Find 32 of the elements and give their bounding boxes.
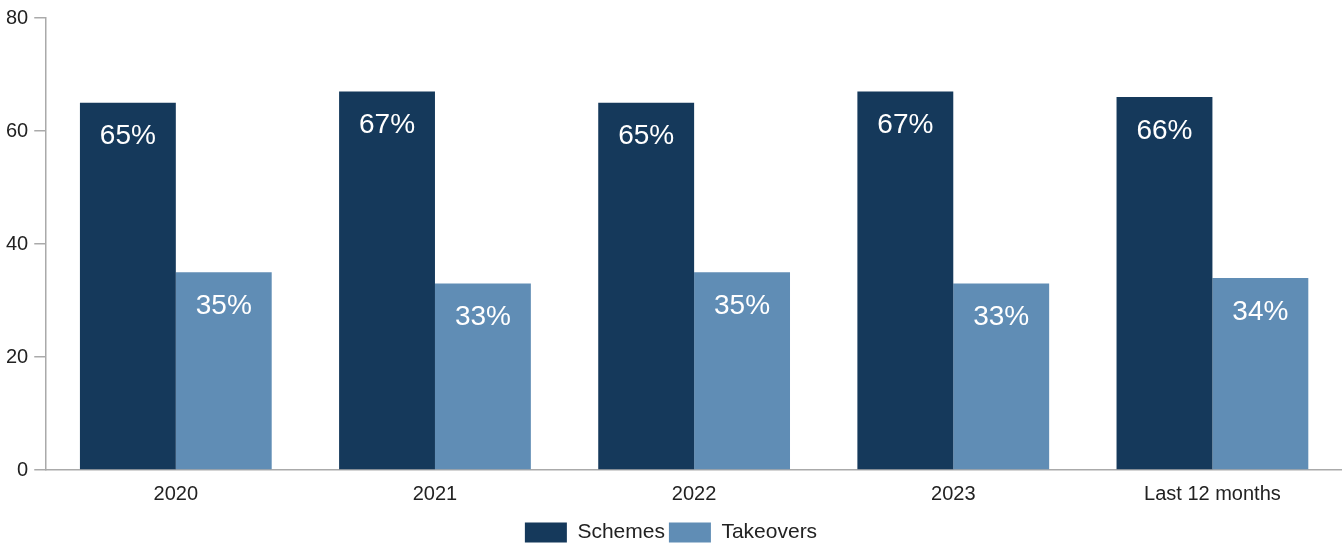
bar	[953, 283, 1050, 470]
data-label: 67%	[359, 108, 416, 140]
y-tick-label: 0	[17, 457, 29, 480]
x-tick-label: 2023	[931, 481, 976, 504]
bar	[1212, 277, 1309, 470]
bar	[175, 272, 272, 470]
bar	[339, 91, 435, 470]
bar	[1116, 97, 1213, 470]
x-tick-label: 2022	[671, 481, 717, 504]
data-label: 65%	[99, 119, 156, 151]
data-label: 35%	[195, 288, 252, 320]
x-tick-label: 2021	[412, 481, 458, 504]
data-label: 34%	[1232, 294, 1289, 326]
data-label: 33%	[973, 300, 1030, 332]
bar	[598, 102, 695, 470]
data-label: 66%	[1136, 113, 1193, 145]
data-label: 33%	[454, 300, 511, 332]
data-label: 35%	[714, 288, 771, 320]
data-label: 67%	[877, 108, 934, 140]
x-tick-label: Last 12 months	[1144, 481, 1281, 504]
bar	[79, 102, 176, 470]
legend-label: Schemes	[577, 519, 665, 543]
bar	[694, 272, 791, 470]
y-tick-label: 20	[6, 344, 29, 367]
y-tick-label: 80	[6, 5, 29, 28]
data-label: 65%	[618, 119, 675, 151]
bar	[434, 283, 531, 470]
bar	[857, 91, 954, 470]
x-tick-label: 2020	[153, 481, 199, 504]
y-tick-label: 60	[6, 118, 29, 141]
legend-label: Takeovers	[721, 519, 818, 543]
y-tick-label: 40	[6, 231, 29, 254]
